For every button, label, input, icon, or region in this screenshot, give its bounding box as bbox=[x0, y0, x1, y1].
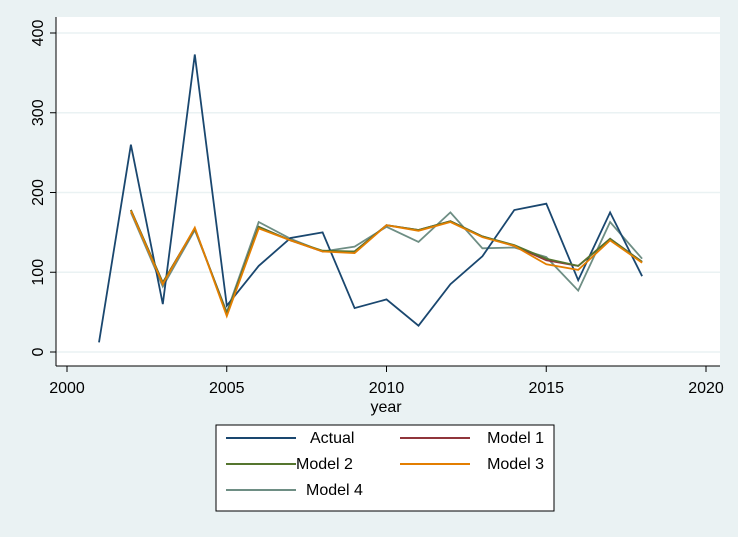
y-tick-label-2: 200 bbox=[30, 179, 47, 206]
legend-label-model-4: Model 4 bbox=[306, 482, 363, 499]
x-tick-label-1: 2005 bbox=[209, 380, 245, 397]
series-line-model-3 bbox=[130, 210, 643, 319]
legend-label-model-1: Model 1 bbox=[487, 430, 544, 447]
x-ticks: 2000 2005 2010 2015 2020 bbox=[49, 366, 724, 397]
legend: Actual Model 1 Model 2 Model 3 Model 4 bbox=[215, 424, 555, 512]
x-tick-label-4: 2020 bbox=[688, 380, 724, 397]
legend-label-actual: Actual bbox=[310, 430, 354, 447]
axes bbox=[55, 17, 720, 367]
series-line-actual bbox=[98, 54, 643, 343]
x-axis-title: year bbox=[370, 399, 402, 416]
y-tick-label-1: 100 bbox=[30, 259, 47, 286]
series-lines bbox=[98, 54, 643, 343]
y-tick-label-0: 0 bbox=[30, 347, 47, 356]
y-ticks: 0 100 200 300 400 bbox=[30, 20, 56, 356]
x-tick-label-0: 2000 bbox=[49, 380, 85, 397]
legend-label-model-3: Model 3 bbox=[487, 456, 544, 473]
x-tick-label-2: 2010 bbox=[369, 380, 405, 397]
y-tick-label-3: 300 bbox=[30, 99, 47, 126]
plot-area bbox=[56, 17, 720, 366]
legend-label-model-2: Model 2 bbox=[296, 456, 353, 473]
y-tick-label-4: 400 bbox=[30, 20, 47, 47]
x-tick-label-3: 2015 bbox=[528, 380, 564, 397]
legend-box bbox=[215, 424, 555, 512]
